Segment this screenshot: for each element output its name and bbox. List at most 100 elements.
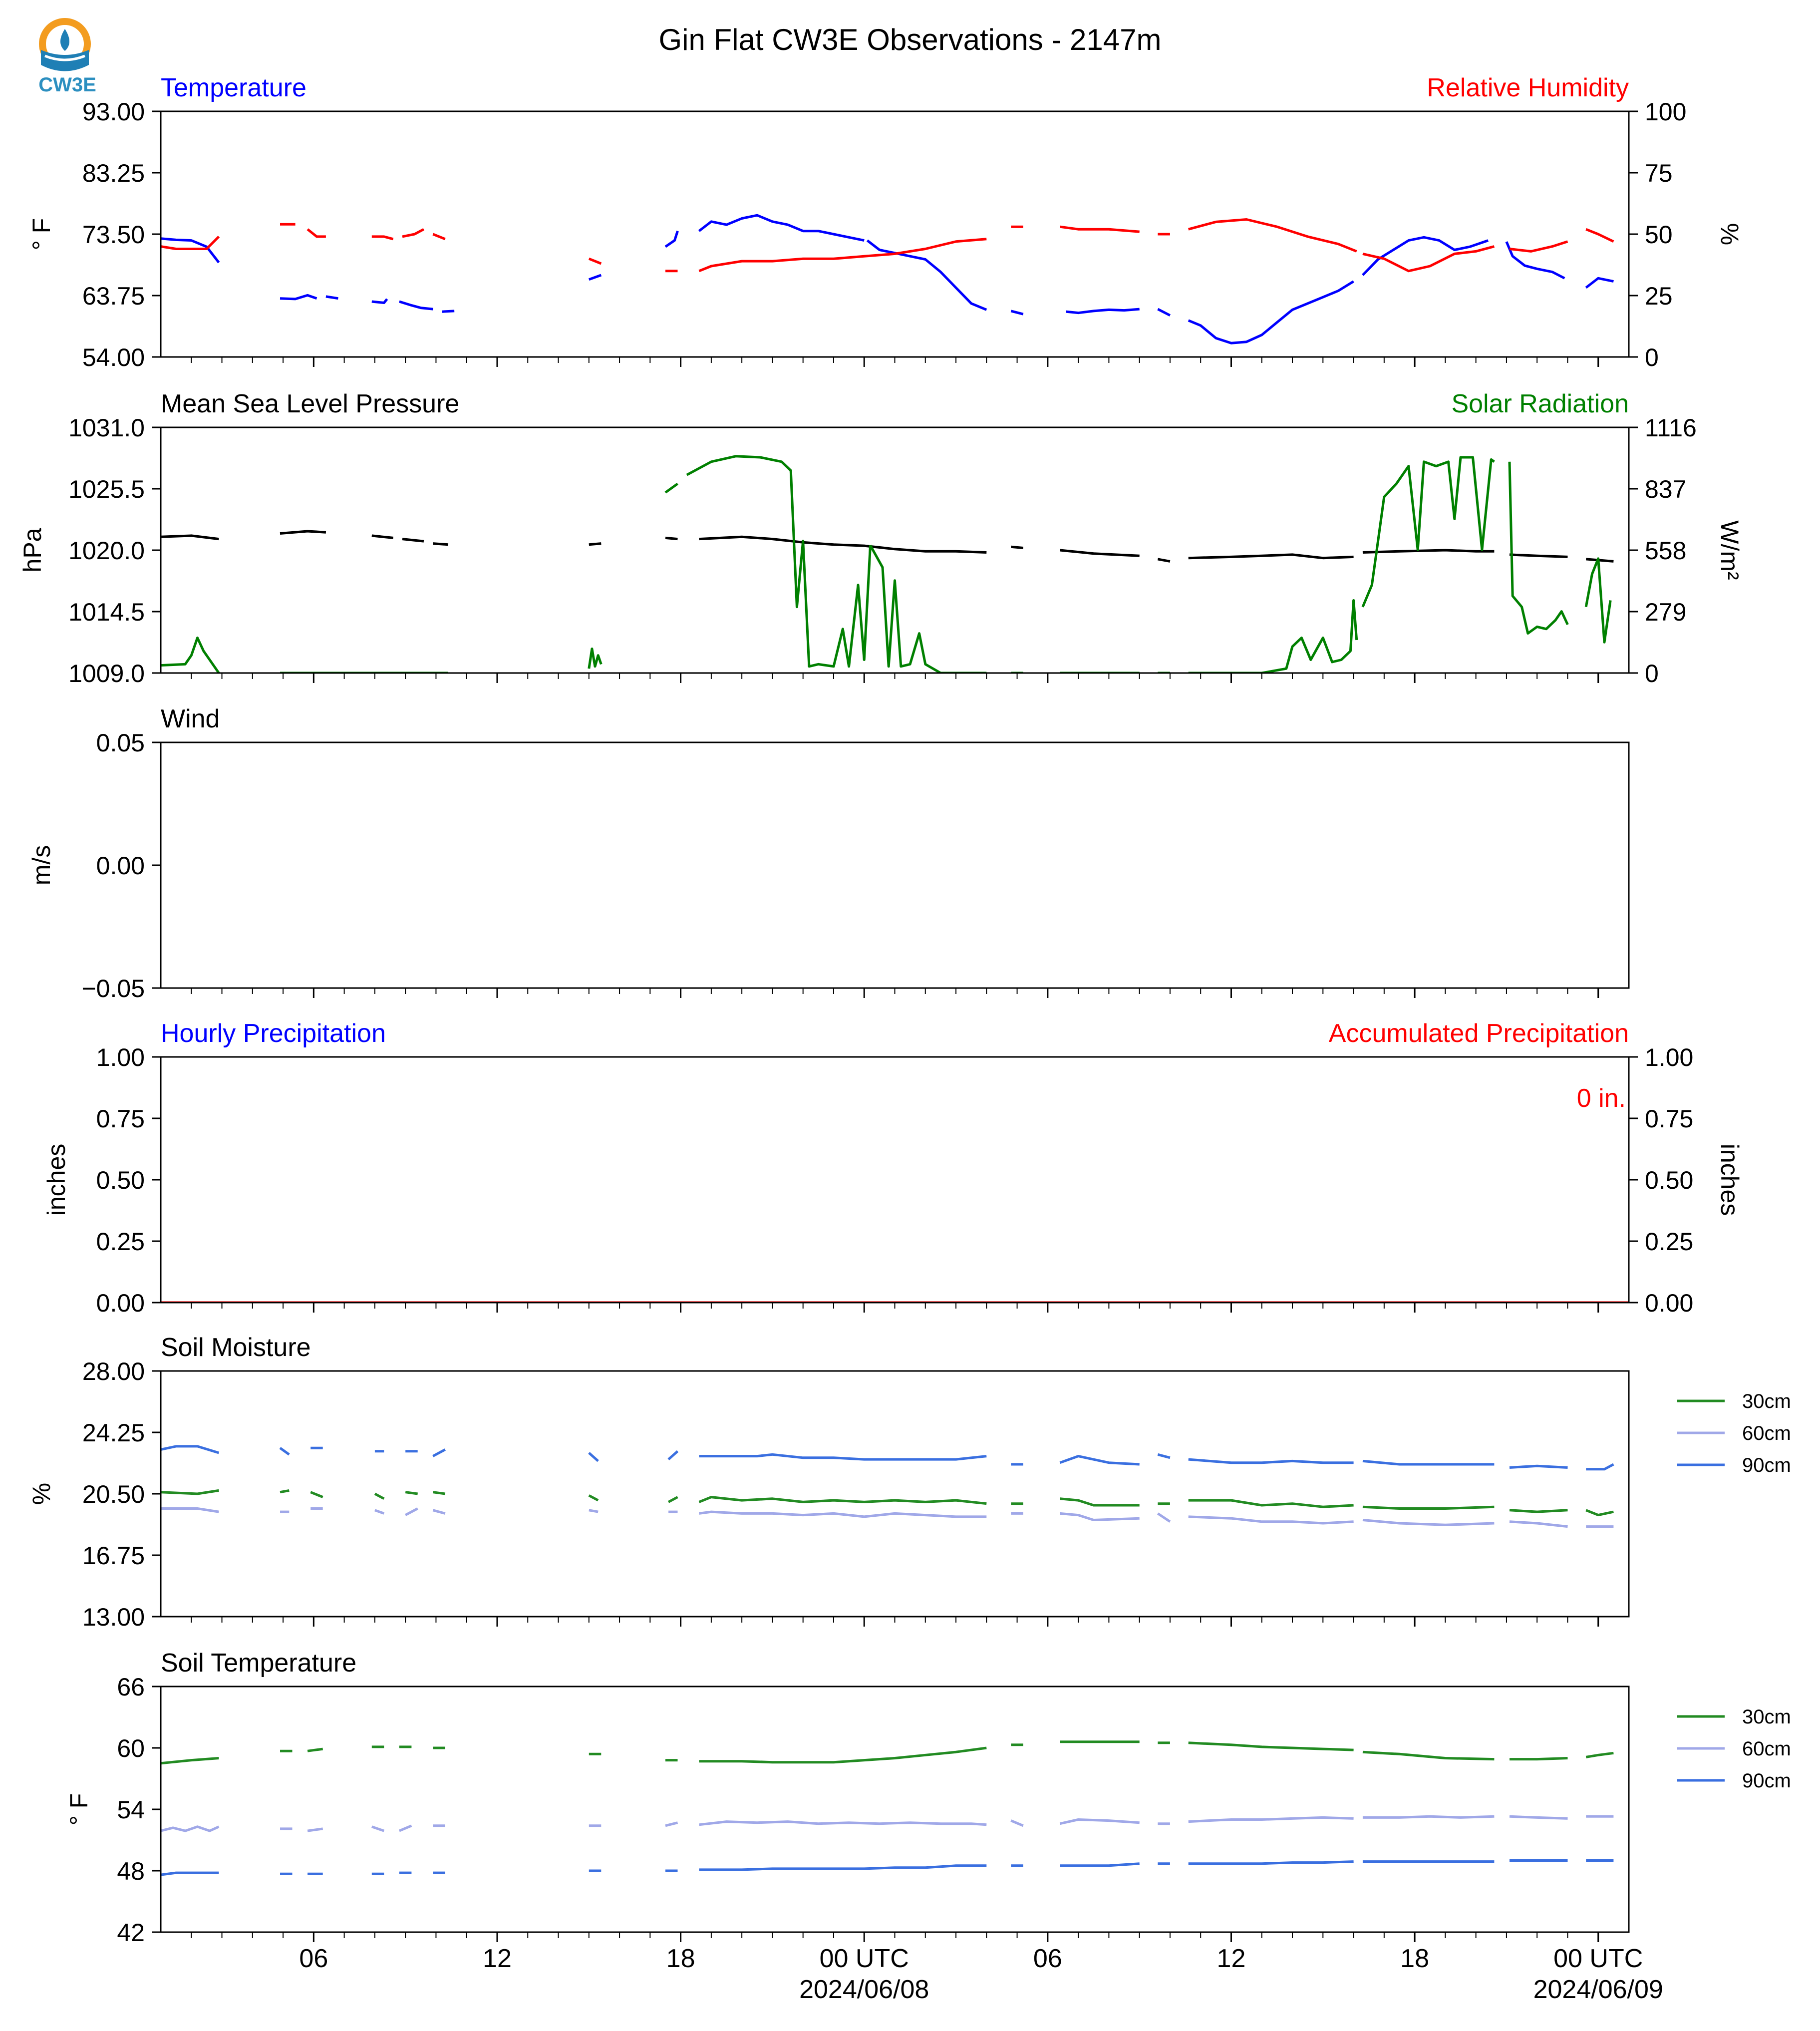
x-date-label: 2024/06/09 <box>1533 1975 1663 2004</box>
legend-label-30cm: 30cm <box>1742 1706 1791 1728</box>
series-line-s5 <box>589 542 602 546</box>
series-line-30cm <box>1188 1741 1354 1751</box>
y-right-tick-label: 0.50 <box>1645 1166 1693 1194</box>
y-tick-label: 1020.0 <box>68 537 145 565</box>
panel-title-left: Hourly Precipitation <box>161 1019 386 1048</box>
series-line-s3 <box>402 538 424 543</box>
y-axis-label: inches <box>42 1144 70 1216</box>
series-line-s0 <box>161 237 220 264</box>
series-line-60cm <box>1362 1519 1495 1526</box>
series-group <box>161 1740 1614 1876</box>
series-line-s16 <box>1585 277 1614 289</box>
series-line-30cm <box>1060 1497 1140 1507</box>
panel-soil_moisture: 28.00 24.25 20.50 16.75 13.00 Soil Moisture% 3… <box>27 1333 1791 1631</box>
series-line-s8 <box>1011 545 1024 549</box>
series-line-90cm <box>161 1871 219 1876</box>
series-line-60cm <box>405 1507 418 1516</box>
series-line-60cm <box>307 1827 323 1832</box>
logo-icon <box>39 18 91 71</box>
series-line-s9 <box>866 239 987 311</box>
series-line-30cm <box>280 1489 290 1494</box>
y-tick-label: 24.25 <box>82 1419 145 1447</box>
y-right-tick-label: 0.25 <box>1645 1228 1693 1256</box>
y-tick-label: 0.75 <box>96 1105 145 1133</box>
y-tick-label: 0.00 <box>96 1289 145 1317</box>
y-axis-label: % <box>27 1483 55 1505</box>
series-line-60cm <box>1010 1819 1024 1827</box>
y-tick-label: 42 <box>117 1919 145 1947</box>
series-line-s10 <box>1157 558 1171 563</box>
series-line-30cm <box>1362 1505 1495 1510</box>
panel-precip: 1.00 0.75 0.50 0.25 0.00 1.00 0.75 0.50 0.25 0.00… <box>42 1019 1744 1317</box>
panel-frame <box>160 1370 1630 1618</box>
panel-title-left: Soil Temperature <box>161 1649 356 1678</box>
y-axis-label: m/s <box>27 845 55 886</box>
series-line-90cm <box>1188 1860 1354 1865</box>
y-tick-label: 13.00 <box>82 1603 145 1631</box>
series-line-s19 <box>306 228 326 238</box>
y-tick-label: 0.50 <box>96 1166 145 1194</box>
series-line-90cm <box>1059 1455 1140 1466</box>
series-line-60cm <box>699 1820 987 1826</box>
series-line-s27 <box>1060 225 1140 233</box>
series-line-30cm <box>307 1747 323 1752</box>
y-tick-label: 66 <box>117 1673 145 1701</box>
y-tick-label: 63.75 <box>82 282 145 310</box>
series-line-s24 <box>1188 599 1358 673</box>
series-line-s13 <box>1188 280 1354 344</box>
y-right-tick-label: 75 <box>1645 159 1673 187</box>
y-tick-label: 0.00 <box>96 852 145 880</box>
series-line-s17 <box>588 648 603 669</box>
series-line-30cm <box>667 1496 678 1503</box>
y-tick-label: 1009.0 <box>68 660 145 687</box>
series-group <box>161 455 1614 673</box>
y-right-tick-label: 279 <box>1645 598 1686 626</box>
series-line-90cm <box>588 1452 599 1462</box>
y-tick-label: 1025.5 <box>68 475 145 503</box>
series-line-s1 <box>280 530 326 535</box>
series-line-90cm <box>699 1453 987 1461</box>
series-line-30cm <box>374 1492 385 1500</box>
series-line-s19 <box>686 455 872 668</box>
y-tick-label: 0.05 <box>96 729 145 757</box>
legend-label-90cm: 90cm <box>1742 1454 1791 1476</box>
y-tick-label: 54 <box>117 1796 145 1824</box>
series-line-s32 <box>1585 228 1614 243</box>
series-line-s2 <box>371 534 393 539</box>
series-line-90cm <box>161 1445 220 1454</box>
y-tick-label: −0.05 <box>81 975 145 1003</box>
series-line-60cm <box>371 1825 385 1832</box>
y-tick-label: 1031.0 <box>68 414 145 442</box>
series-line-90cm <box>667 1450 679 1460</box>
y-axis-label: ° F <box>65 1793 93 1825</box>
series-line-s2 <box>325 295 338 300</box>
series-line-60cm <box>1362 1815 1495 1819</box>
panel-title-left: Soil Moisture <box>161 1333 311 1362</box>
panel-frame <box>160 1056 1630 1304</box>
series-line-30cm <box>1362 1750 1495 1761</box>
series-line-s11 <box>1066 308 1140 315</box>
x-tick-label: 12 <box>1217 1944 1246 1973</box>
series-line-90cm <box>1509 1464 1568 1469</box>
panel-title-right: Relative Humidity <box>1427 73 1629 102</box>
y-tick-label: 54.00 <box>82 343 145 371</box>
y-right-tick-label: 100 <box>1645 98 1686 126</box>
x-tick-label: 00 UTC <box>820 1944 909 1973</box>
series-line-30cm <box>1510 1757 1568 1761</box>
series-line-s30 <box>1362 245 1495 273</box>
series-line-60cm <box>1509 1520 1568 1528</box>
series-line-s7 <box>664 230 679 248</box>
series-line-s29 <box>1188 218 1357 253</box>
series-line-s12 <box>1157 308 1171 317</box>
series-line-s21 <box>402 228 425 238</box>
series-line-60cm <box>1060 1512 1140 1521</box>
series-line-s10 <box>1010 310 1024 316</box>
y-axis-label-right: W/m² <box>1716 520 1744 580</box>
series-line-90cm <box>1188 1458 1354 1464</box>
series-line-s7 <box>699 535 987 554</box>
series-line-s5 <box>442 310 455 313</box>
series-line-60cm <box>432 1509 446 1515</box>
series-line-30cm <box>161 1489 219 1495</box>
series-line-s23 <box>588 257 602 265</box>
